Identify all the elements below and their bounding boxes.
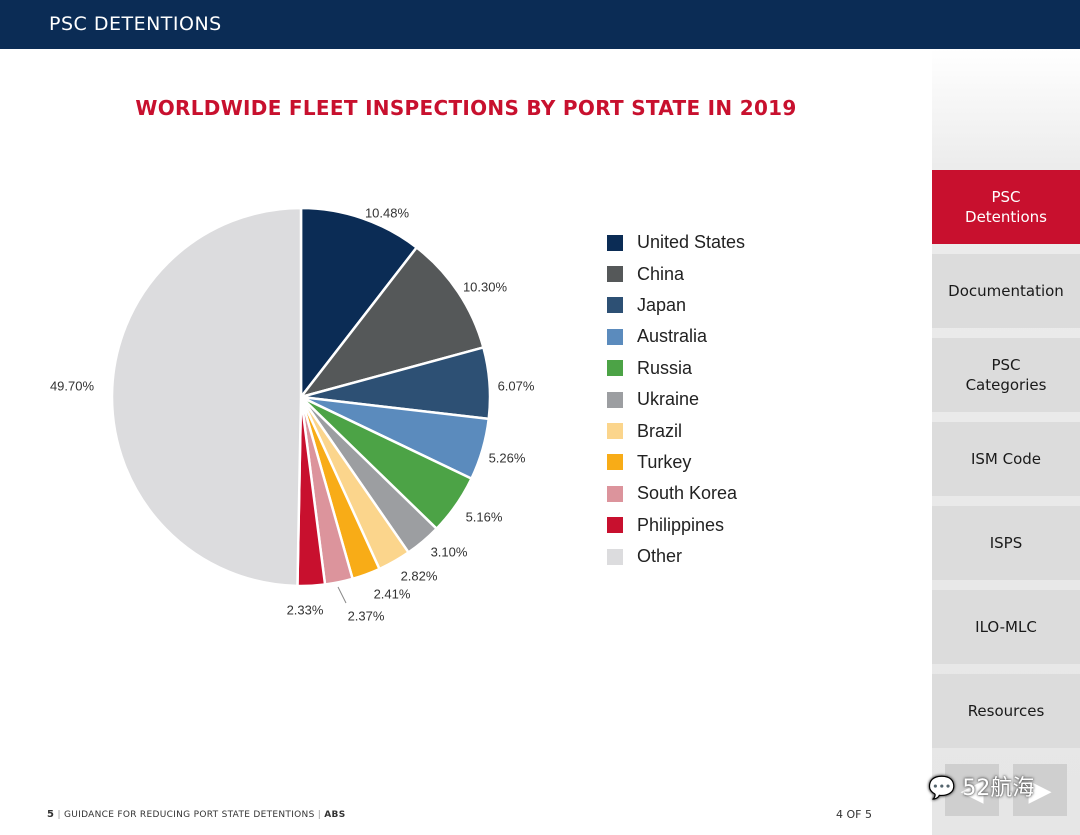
legend-swatch [607, 328, 623, 345]
legend-item-ukraine: Ukraine [607, 384, 745, 415]
pie-slice-united-states [299, 206, 418, 399]
data-label-other: 49.70% [50, 378, 95, 393]
legend-item-south-korea: South Korea [607, 478, 745, 509]
sidebar-item-label: PSC Detentions [965, 188, 1047, 226]
legend-label: China [637, 263, 685, 284]
data-label-philippines: 2.33% [287, 602, 324, 617]
footer-brand: ABS [324, 810, 346, 820]
footer-page-indicator: 4 OF 5 [836, 808, 872, 821]
sidebar-item-ilo-mlc[interactable]: ILO-MLC [932, 590, 1080, 664]
footer-doc-info: 5 | GUIDANCE FOR REDUCING PORT STATE DET… [47, 809, 346, 820]
legend-swatch [607, 360, 623, 377]
chart-title: WORLDWIDE FLEET INSPECTIONS BY PORT STAT… [135, 96, 797, 120]
legend-label: United States [637, 232, 746, 253]
watermark-text: 52航海 [962, 776, 1035, 801]
sidebar-item-label: ISM Code [970, 450, 1042, 468]
page-header-title: PSC DETENTIONS [49, 13, 222, 35]
footer-doc-title: GUIDANCE FOR REDUCING PORT STATE DETENTI… [63, 810, 315, 820]
next-page-button[interactable]: ▶ [1013, 764, 1067, 816]
footer-separator: | [317, 810, 322, 820]
data-label-australia: 5.26% [489, 450, 526, 465]
sidebar-item-psc-detentions[interactable]: PSC Detentions [932, 170, 1080, 244]
legend-swatch [607, 485, 623, 502]
legend-item-united-states: United States [607, 227, 745, 258]
prev-page-button[interactable]: ◀ [945, 764, 999, 816]
leader-line [337, 586, 347, 604]
sidebar-item-psc-categories[interactable]: PSC Categories [932, 338, 1080, 412]
legend-label: South Korea [637, 483, 738, 504]
chat-bubble-icon: 💬 [928, 776, 956, 801]
legend-label: Philippines [637, 514, 725, 535]
pie-slice-other [110, 206, 303, 588]
legend-item-brazil: Brazil [607, 415, 745, 446]
sidebar-item-ism-code[interactable]: ISM Code [932, 422, 1080, 496]
footer-separator: | [57, 810, 61, 820]
legend-swatch [607, 297, 623, 314]
legend-label: Australia [637, 326, 708, 347]
legend-swatch [607, 391, 623, 408]
data-label-russia: 5.16% [466, 509, 503, 524]
pie-chart: 10.48% 10.30% 6.07% 5.26% 5.16% 3.10% 2.82% 2.4… [50, 205, 535, 623]
sidebar-item-label: PSC Categories [965, 356, 1047, 394]
legend-item-russia: Russia [607, 353, 745, 384]
legend-item-other: Other [607, 541, 745, 572]
legend-label: Other [637, 546, 683, 567]
legend-swatch [607, 548, 623, 565]
triangle-right-icon: ▶ [1028, 773, 1052, 807]
legend-swatch [607, 266, 623, 283]
legend-label: Brazil [637, 420, 683, 441]
legend-swatch [607, 423, 623, 440]
sidebar-item-label: ILO-MLC [975, 618, 1037, 636]
legend-swatch [607, 454, 623, 471]
sidebar: PSC Detentions Documentation PSC Categor… [932, 49, 1080, 835]
legend-item-japan: Japan [607, 290, 745, 321]
chart-legend: United States China Japan Australia Russia Uk… [607, 227, 745, 572]
sidebar-item-label: Documentation [948, 282, 1064, 300]
data-label-turkey: 2.41% [374, 586, 411, 601]
legend-label: Russia [637, 357, 693, 378]
legend-label: Ukraine [637, 389, 700, 410]
legend-label: Japan [637, 294, 687, 315]
legend-swatch [607, 517, 623, 534]
triangle-left-icon: ◀ [960, 773, 984, 807]
footer-page-number: 5 [47, 809, 55, 820]
data-label-china: 10.30% [463, 279, 508, 294]
sidebar-item-documentation[interactable]: Documentation [932, 254, 1080, 328]
legend-swatch [607, 234, 623, 251]
data-label-united-states: 10.48% [365, 205, 410, 220]
sidebar-item-resources[interactable]: Resources [932, 674, 1080, 748]
sidebar-item-label: ISPS [989, 534, 1023, 552]
data-label-south-korea: 2.37% [348, 608, 385, 623]
sidebar-item-isps[interactable]: ISPS [932, 506, 1080, 580]
legend-item-china: China [607, 258, 745, 289]
data-label-japan: 6.07% [498, 378, 535, 393]
watermark: 💬 52航海 [928, 770, 1034, 802]
legend-item-philippines: Philippines [607, 510, 745, 541]
legend-item-turkey: Turkey [607, 447, 745, 478]
header-bar: PSC DETENTIONS [0, 0, 1080, 49]
legend-item-australia: Australia [607, 321, 745, 352]
legend-label: Turkey [637, 451, 692, 472]
data-label-brazil: 2.82% [401, 568, 438, 583]
sidebar-item-label: Resources [967, 702, 1045, 720]
data-label-ukraine: 3.10% [431, 544, 468, 559]
